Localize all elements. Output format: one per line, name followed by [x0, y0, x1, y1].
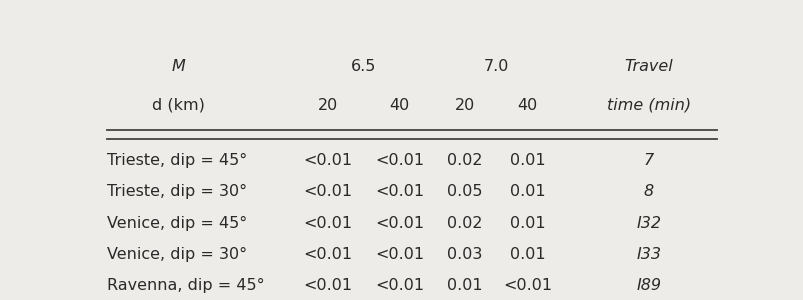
Text: <0.01: <0.01 — [374, 247, 424, 262]
Text: <0.01: <0.01 — [374, 216, 424, 231]
Text: 40: 40 — [516, 98, 536, 113]
Text: <0.01: <0.01 — [303, 247, 352, 262]
Text: <0.01: <0.01 — [303, 184, 352, 200]
Text: <0.01: <0.01 — [374, 184, 424, 200]
Text: <0.01: <0.01 — [374, 278, 424, 293]
Text: d (km): d (km) — [152, 98, 205, 113]
Text: 40: 40 — [389, 98, 410, 113]
Text: Ravenna, dip = 45°: Ravenna, dip = 45° — [107, 278, 264, 293]
Text: <0.01: <0.01 — [502, 278, 551, 293]
Text: 0.02: 0.02 — [446, 153, 482, 168]
Text: 8: 8 — [643, 184, 653, 200]
Text: 6.5: 6.5 — [351, 58, 376, 74]
Text: I32: I32 — [635, 216, 661, 231]
Text: 20: 20 — [317, 98, 337, 113]
Text: Venice, dip = 45°: Venice, dip = 45° — [107, 216, 247, 231]
Text: 0.01: 0.01 — [509, 153, 544, 168]
Text: 0.01: 0.01 — [509, 247, 544, 262]
Text: Venice, dip = 30°: Venice, dip = 30° — [107, 247, 247, 262]
Text: <0.01: <0.01 — [303, 278, 352, 293]
Text: M: M — [171, 58, 185, 74]
Text: 7: 7 — [643, 153, 653, 168]
Text: I33: I33 — [635, 247, 661, 262]
Text: 0.01: 0.01 — [509, 216, 544, 231]
Text: 0.02: 0.02 — [446, 216, 482, 231]
Text: Trieste, dip = 45°: Trieste, dip = 45° — [107, 153, 247, 168]
Text: time (min): time (min) — [606, 98, 690, 113]
Text: 0.01: 0.01 — [446, 278, 483, 293]
Text: <0.01: <0.01 — [374, 153, 424, 168]
Text: <0.01: <0.01 — [303, 153, 352, 168]
Text: 0.03: 0.03 — [446, 247, 482, 262]
Text: 0.01: 0.01 — [509, 184, 544, 200]
Text: Trieste, dip = 30°: Trieste, dip = 30° — [107, 184, 247, 200]
Text: 20: 20 — [454, 98, 475, 113]
Text: 7.0: 7.0 — [483, 58, 508, 74]
Text: 0.05: 0.05 — [446, 184, 482, 200]
Text: I89: I89 — [635, 278, 661, 293]
Text: Travel: Travel — [624, 58, 672, 74]
Text: <0.01: <0.01 — [303, 216, 352, 231]
